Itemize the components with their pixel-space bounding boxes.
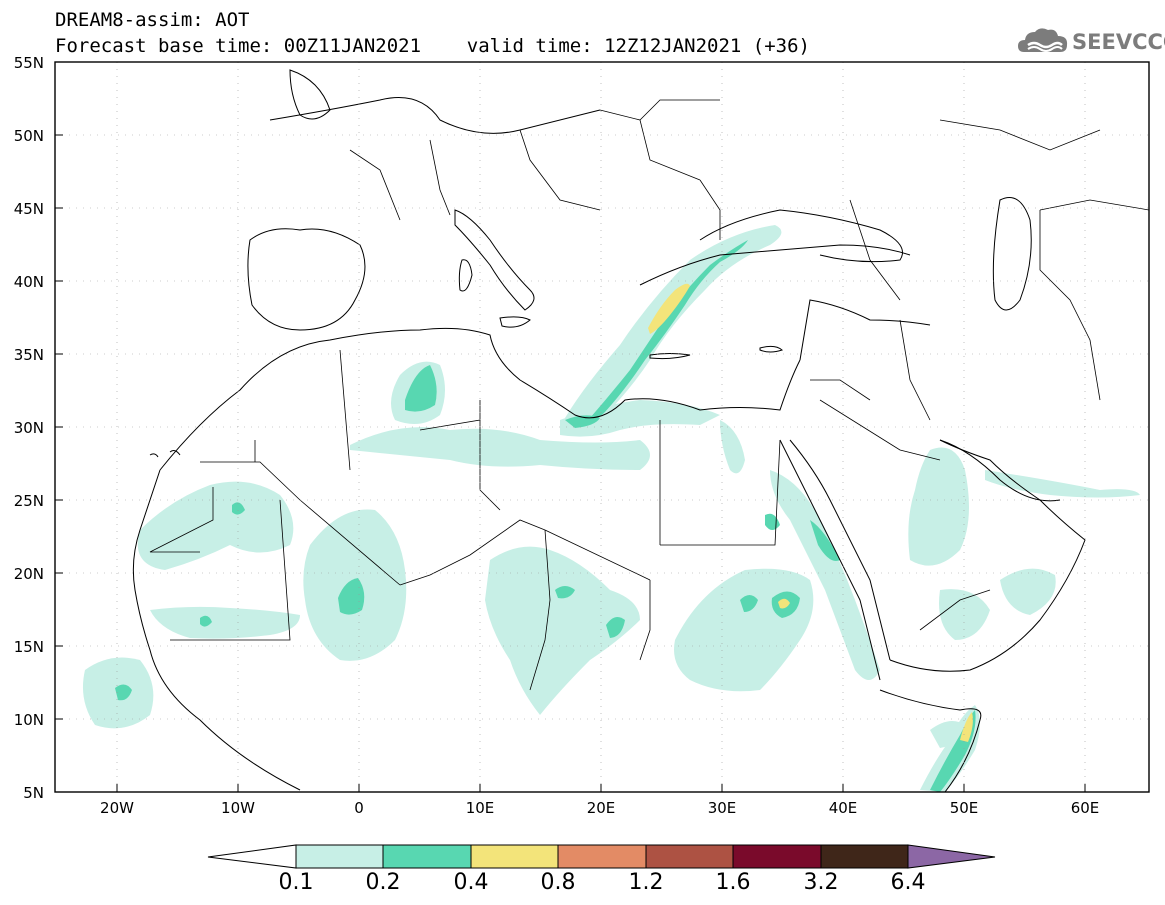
coast-canary <box>149 450 181 458</box>
lat-label: 45N <box>13 200 44 218</box>
lat-label: 15N <box>13 638 44 656</box>
core-sudan-a <box>740 595 758 612</box>
colorbar-box-1 <box>295 844 384 869</box>
plume-red-sea <box>770 470 880 680</box>
coast-black-sea <box>699 209 903 263</box>
lon-label: 10W <box>221 799 255 817</box>
coast-sicily <box>499 316 531 328</box>
core-mauritania-s <box>200 615 212 627</box>
lon-label: 60E <box>1070 799 1100 817</box>
lon-label: 50E <box>949 799 979 817</box>
coast-europe-north <box>269 97 601 134</box>
coast-crete <box>649 353 691 360</box>
logo-text: SEEVCCC <box>1072 30 1165 54</box>
colorbar-label: 0.1 <box>278 870 314 895</box>
lat-label: 20N <box>13 565 44 583</box>
core-mali <box>338 578 365 615</box>
colorbar-label: 3.2 <box>803 870 839 895</box>
coast-iberia <box>247 228 366 331</box>
coast-caspian <box>992 197 1032 311</box>
core-libya <box>565 415 600 428</box>
coast-cyprus <box>759 345 783 353</box>
axis-ticks <box>55 61 1086 792</box>
colorbar-label: 1.6 <box>715 870 751 895</box>
coast-red-sea-east <box>789 439 891 661</box>
gridlines <box>55 62 1149 792</box>
borders <box>149 99 1149 691</box>
plume-yemen <box>939 589 990 640</box>
colorbar-box-4 <box>557 844 647 869</box>
lon-label: 10E <box>465 799 495 817</box>
lon-label: 0 <box>354 799 364 817</box>
lon-label: 40E <box>828 799 858 817</box>
colorbar-box-6 <box>732 844 822 869</box>
colorbar <box>207 844 996 869</box>
lon-label: 20W <box>100 799 134 817</box>
colorbar-box-2 <box>382 844 472 869</box>
colorbar-label: 1.2 <box>628 870 664 895</box>
colorbar-box-3 <box>470 844 559 869</box>
colorbar-label: 0.8 <box>540 870 576 895</box>
peak-somalia <box>960 712 973 742</box>
plume-sahara-band <box>350 427 650 470</box>
plume-greece-turkey <box>565 225 782 429</box>
colorbar-label: 0.2 <box>365 870 401 895</box>
lon-label: 30E <box>707 799 737 817</box>
coast-uk <box>289 69 331 120</box>
lat-label: 35N <box>13 346 44 364</box>
lat-label: 5N <box>23 784 44 802</box>
colorbar-label: 0.4 <box>453 870 489 895</box>
coastlines <box>132 69 1086 792</box>
plume-mauritania-band <box>150 606 300 639</box>
core-mauritania <box>232 502 245 515</box>
lat-label: 40N <box>13 273 44 291</box>
core-senegal <box>115 684 132 701</box>
coast-horn <box>879 689 982 792</box>
coast-sardinia <box>458 259 473 292</box>
core-niger <box>555 586 575 599</box>
coast-arabia <box>889 439 1086 672</box>
plume-horn <box>930 721 965 748</box>
plume-egypt <box>720 420 745 474</box>
coast-turkey <box>639 244 911 286</box>
core-greece-turkey <box>590 240 748 420</box>
colorbar-label: 6.4 <box>890 870 926 895</box>
core-red-sea <box>810 520 840 561</box>
lat-label: 25N <box>13 492 44 510</box>
lat-label: 55N <box>13 54 44 72</box>
coast-italy <box>454 209 535 311</box>
coast-red-sea-west <box>779 439 881 681</box>
colorbar-box-7 <box>820 844 909 869</box>
cloud-icon <box>1018 28 1068 52</box>
peak-aegean <box>648 283 690 334</box>
core-algeria <box>405 365 437 412</box>
peak-sudan <box>778 598 790 609</box>
aot-shading <box>82 69 1149 792</box>
plume-chad-niger <box>485 546 640 715</box>
lat-label: 10N <box>13 711 44 729</box>
coast-west-africa <box>132 469 301 791</box>
core-chad <box>606 616 625 638</box>
colorbar-low-arrow <box>207 844 297 869</box>
plume-western-sahara <box>137 481 294 570</box>
colorbar-box-5 <box>645 844 734 869</box>
coast-north-africa <box>159 327 801 471</box>
colorbar-high-arrow <box>907 844 996 869</box>
plume-gulf <box>985 470 1140 498</box>
plume-oman <box>1000 568 1056 615</box>
forecast-time-subtitle: Forecast base time: 00Z11JAN2021 valid t… <box>55 35 810 57</box>
lat-label: 50N <box>13 127 44 145</box>
lon-label: 20E <box>586 799 616 817</box>
map-title: DREAM8-assim: AOT <box>55 9 250 31</box>
lat-label: 30N <box>13 419 44 437</box>
plume-arabia <box>908 447 969 566</box>
